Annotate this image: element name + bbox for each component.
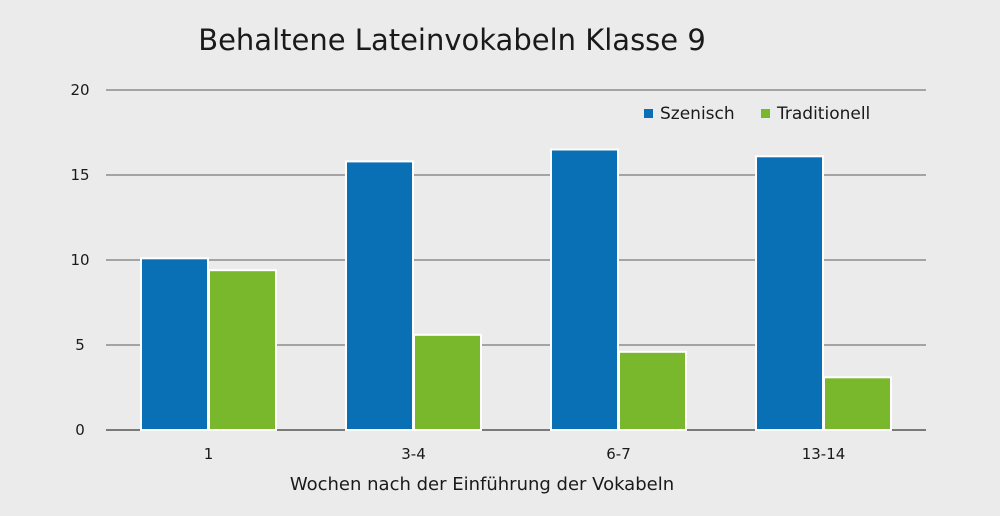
bar-traditionell-6-7 <box>618 350 687 431</box>
y-tick-label: 5 <box>75 336 85 354</box>
bar-traditionell-3-4 <box>413 333 482 431</box>
chart-title: Behaltene Lateinvokabeln Klasse 9 <box>198 23 706 57</box>
y-tick-label: 0 <box>75 421 85 439</box>
y-tick-label: 20 <box>70 81 89 99</box>
x-tick-label: 3-4 <box>401 445 426 463</box>
x-tick-label: 1 <box>204 445 214 463</box>
bar-szenisch-3-4 <box>345 160 414 431</box>
bar-traditionell-13-14 <box>823 376 892 431</box>
legend-swatch-szenisch <box>644 109 653 118</box>
y-axis-ticks: 0 5 10 15 20 <box>70 81 89 439</box>
bar-szenisch-1 <box>140 257 209 431</box>
bars <box>140 148 892 432</box>
legend-label-szenisch: Szenisch <box>660 104 735 124</box>
legend-swatch-traditionell <box>761 109 770 118</box>
bar-traditionell-1 <box>208 269 277 432</box>
x-tick-label: 6-7 <box>606 445 631 463</box>
legend-label-traditionell: Traditionell <box>776 104 870 124</box>
bar-szenisch-13-14 <box>755 155 824 432</box>
y-tick-label: 10 <box>70 251 89 269</box>
bar-szenisch-6-7 <box>550 148 619 431</box>
x-axis-ticks: 1 3-4 6-7 13-14 <box>204 445 846 463</box>
x-tick-label: 13-14 <box>802 445 846 463</box>
y-tick-label: 15 <box>70 166 89 184</box>
legend: Szenisch Traditionell <box>644 104 870 124</box>
x-axis-label: Wochen nach der Einführung der Vokabeln <box>290 474 674 495</box>
